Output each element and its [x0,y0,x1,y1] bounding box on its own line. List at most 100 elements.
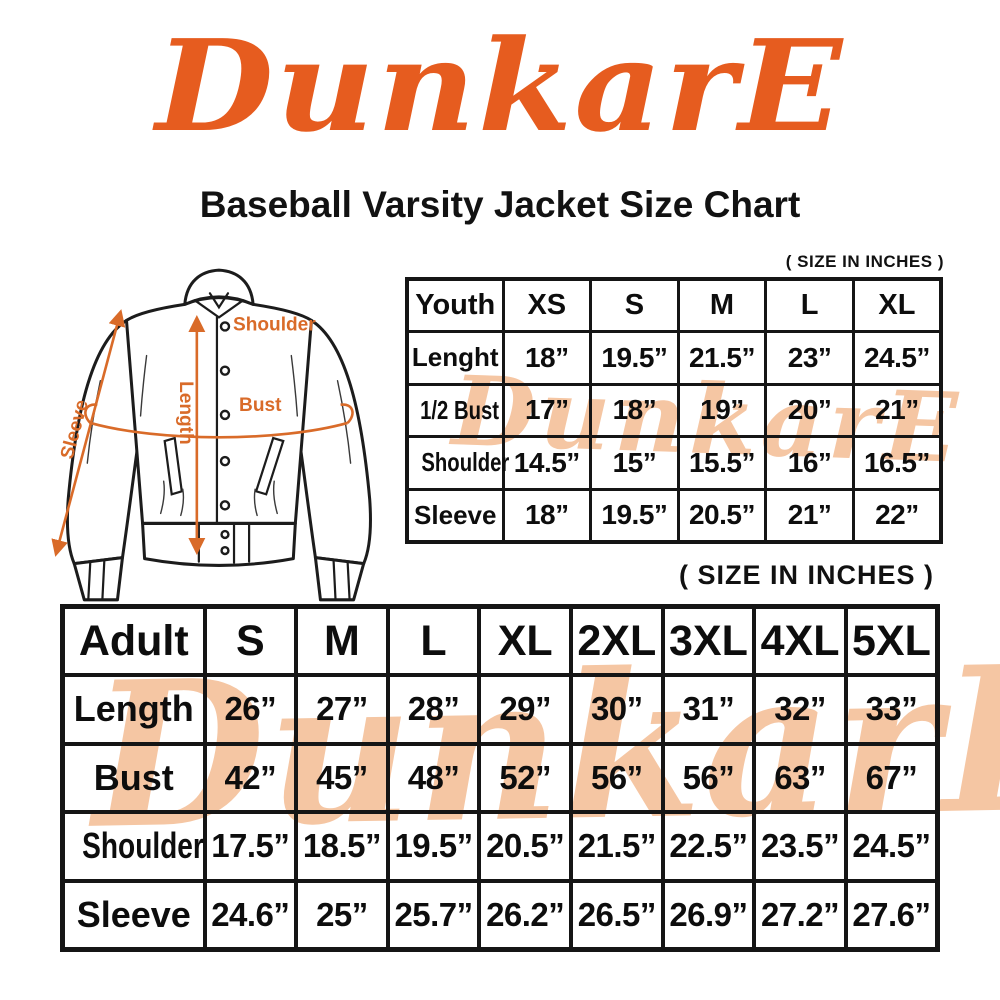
size-value-cell: 27” [294,673,390,746]
size-value-cell: 24.5” [851,330,943,386]
column-header: 5XL [843,604,940,677]
size-value-cell: 19” [676,382,768,438]
column-header: XL [851,277,943,333]
size-value-cell: 23.5” [752,810,848,883]
size-value-cell: 22” [851,487,943,543]
size-value-cell: 17.5” [202,810,299,883]
size-value-cell: 20.5” [676,487,768,543]
bust-arc [89,421,348,439]
size-value-cell: 23” [764,330,855,386]
table-row: Shoulder 14.5” 15” 15.5” 16” 16.5” [405,435,943,491]
size-value-cell: 18” [501,487,593,543]
size-value-cell: 26.5” [569,878,665,951]
bust-measure-label: Bust [239,395,282,416]
column-header: M [294,604,390,677]
size-value-cell: 21.5” [676,330,768,386]
size-value-cell: 21.5” [569,810,665,883]
column-header: 2XL [569,604,665,677]
column-header: XL [477,604,573,677]
row-label: Shoulder [60,810,207,883]
table-row: Bust 42” 45” 48” 52” 56” 56” 63” 67” [60,741,940,814]
column-header: L [385,604,482,677]
youth-size-table: Youth XS S M L XL Lenght 18” 19.5” 21.5” 23” 24.5”… [405,277,943,544]
size-value-cell: 42” [202,741,299,814]
size-value-cell: 63” [752,741,848,814]
size-value-cell: 18.5” [294,810,390,883]
size-value-cell: 21” [851,382,943,438]
adult-size-note: ( SIZE IN INCHES ) [678,560,934,590]
size-value-cell: 30” [569,673,665,746]
table-row: Lenght 18” 19.5” 21.5” 23” 24.5” [405,330,943,386]
size-value-cell: 24.5” [843,810,940,883]
column-header: XS [501,277,593,333]
size-value-cell: 22.5” [660,810,757,883]
youth-header-row: Youth XS S M L XL [405,277,943,333]
row-label: Shoulder [405,435,509,491]
size-value-cell: 28” [385,673,482,746]
row-label: Length [60,673,207,746]
column-header: S [202,604,299,677]
column-header: 3XL [660,604,757,677]
size-value-cell: 31” [660,673,757,746]
size-value-cell: 45” [294,741,390,814]
size-value-cell: 17” [501,382,593,438]
size-value-cell: 19.5” [385,810,482,883]
jacket-outline [65,268,372,602]
size-value-cell: 15.5” [676,435,768,491]
adult-size-table: Adult S M L XL 2XL 3XL 4XL 5XL Length 26” 27” 28” 29… [60,604,940,952]
size-value-cell: 32” [752,673,848,746]
table-row: Sleeve 18” 19.5” 20.5” 21” 22” [405,487,943,543]
table-row: Sleeve 24.6” 25” 25.7” 26.2” 26.5” 26.9” 27.2” 2… [60,878,940,951]
size-value-cell: 19.5” [589,330,680,386]
size-value-cell: 19.5” [589,487,680,543]
page-title: Baseball Varsity Jacket Size Chart [199,184,801,225]
row-label: Sleeve [405,487,505,543]
column-header: 4XL [752,604,848,677]
size-value-cell: 67” [843,741,940,814]
size-value-cell: 16.5” [851,435,943,491]
column-header: Youth [405,277,505,333]
size-value-cell: 33” [843,673,940,746]
size-value-cell: 26.9” [660,878,757,951]
row-label: Lenght [405,330,505,386]
size-value-cell: 20.5” [477,810,573,883]
row-label: Sleeve [60,878,207,951]
row-label: 1/2 Bust [405,382,505,438]
size-value-cell: 27.2” [752,878,848,951]
size-value-cell: 26.2” [477,878,573,951]
column-header: M [676,277,768,333]
table-row: Length 26” 27” 28” 29” 30” 31” 32” 33” [60,673,940,746]
size-value-cell: 21” [764,487,855,543]
row-label: Bust [60,741,207,814]
jacket-detail-lines [87,292,351,601]
column-header: Adult [60,604,207,677]
size-value-cell: 15” [589,435,680,491]
jacket-measurement-diagram: Shoulder Length Bust Sleeve [51,268,372,602]
size-value-cell: 25” [294,878,390,951]
size-value-cell: 25.7” [385,878,482,951]
shoulder-measure-label: Shoulder [233,314,316,335]
table-row: 1/2 Bust 17” 18” 19” 20” 21” [405,382,943,438]
size-value-cell: 27.6” [843,878,940,951]
size-value-cell: 56” [569,741,665,814]
measurement-annotations [51,309,354,557]
brand-logo: DunkarE [155,12,845,160]
adult-header-row: Adult S M L XL 2XL 3XL 4XL 5XL [60,604,940,677]
size-value-cell: 16” [764,435,855,491]
size-value-cell: 56” [660,741,757,814]
size-value-cell: 52” [477,741,573,814]
size-value-cell: 48” [385,741,482,814]
size-value-cell: 18” [589,382,680,438]
size-value-cell: 26” [202,673,299,746]
youth-size-note: ( SIZE IN INCHES ) [785,252,944,271]
size-value-cell: 18” [501,330,593,386]
size-value-cell: 24.6” [202,878,299,951]
column-header: L [764,277,855,333]
table-row: Shoulder 17.5” 18.5” 19.5” 20.5” 21.5” 22.5” 23… [60,810,940,883]
length-measure-label: Length [175,381,196,445]
size-value-cell: 29” [477,673,573,746]
column-header: S [589,277,680,333]
sleeve-arrow [51,309,126,557]
jacket-buttons [219,321,231,556]
